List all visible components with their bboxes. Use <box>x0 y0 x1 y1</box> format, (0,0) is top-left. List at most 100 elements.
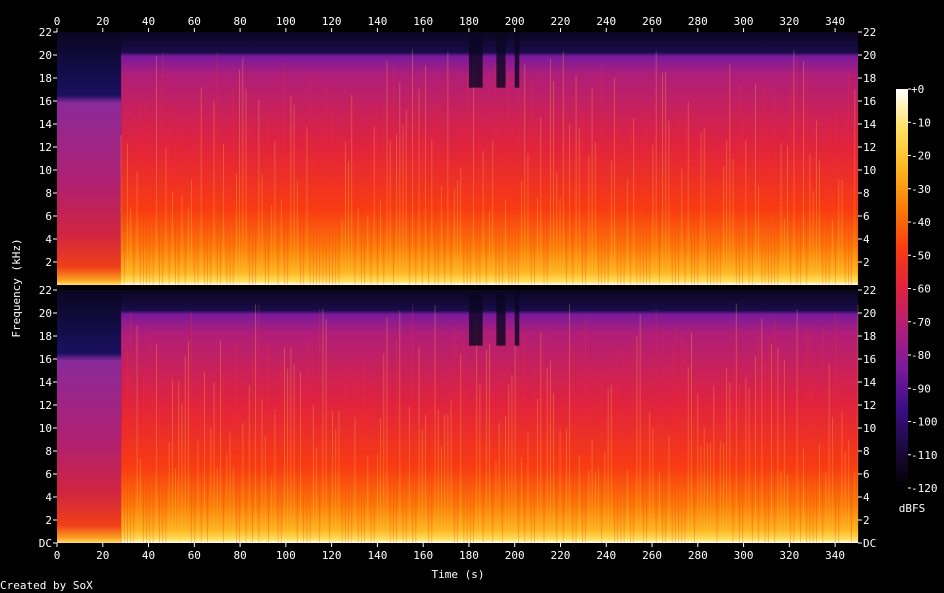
y-tick-label-right: 18 <box>863 330 876 343</box>
x-tick-label-bottom: 120 <box>322 549 342 562</box>
y-tick-label-left: 14 <box>39 118 53 131</box>
y-tick-label-left: 6 <box>45 210 52 223</box>
x-tick-label-bottom: 200 <box>505 549 525 562</box>
colorbar-tick-label: +0 <box>911 83 924 96</box>
x-tick-label-top: 320 <box>779 15 799 28</box>
spectral-texture <box>120 49 859 285</box>
x-tick-label-bottom: 20 <box>96 549 109 562</box>
y-tick-label-left: 4 <box>45 491 52 504</box>
y-tick-label-left: 8 <box>45 187 52 200</box>
y-tick-label-right: 8 <box>863 445 870 458</box>
colorbar-tick-label: -60 <box>911 283 931 296</box>
y-tick-label-right: 22 <box>863 26 876 39</box>
x-tick-label-bottom: 280 <box>688 549 708 562</box>
x-tick-label-top: 180 <box>459 15 479 28</box>
colorbar-tick-label: -80 <box>911 349 931 362</box>
x-tick-label-top: 340 <box>825 15 845 28</box>
x-tick-label-bottom: 220 <box>551 549 571 562</box>
y-tick-label-left: 18 <box>39 72 52 85</box>
segment-0-channel-1 <box>57 32 122 285</box>
x-tick-label-top: 40 <box>142 15 155 28</box>
x-tick-label-bottom: 340 <box>825 549 845 562</box>
y-tick-label-right: 6 <box>863 468 870 481</box>
x-tick-label-top: 120 <box>322 15 342 28</box>
x-tick-label-top: 160 <box>413 15 433 28</box>
y-tick-label-left: 2 <box>45 514 52 527</box>
y-axis-label: Frequency (kHz) <box>10 238 23 337</box>
x-tick-label-bottom: 320 <box>779 549 799 562</box>
x-tick-label-top: 240 <box>596 15 616 28</box>
y-tick-label-left: 10 <box>39 164 52 177</box>
channel-2-spectrogram <box>57 290 859 543</box>
channel-1-spectrogram <box>57 32 859 285</box>
y-tick-label-left: 18 <box>39 330 52 343</box>
x-tick-label-bottom: 300 <box>734 549 754 562</box>
y-tick-label-left: 8 <box>45 445 52 458</box>
colorbar-tick-label: -90 <box>911 382 931 395</box>
x-tick-label-top: 80 <box>233 15 246 28</box>
x-tick-label-top: 300 <box>734 15 754 28</box>
segment-0-channel-2 <box>57 290 122 543</box>
y-tick-label-right: 2 <box>863 256 870 269</box>
colorbar-label: dBFS <box>899 502 926 515</box>
y-tick-label-left: 6 <box>45 468 52 481</box>
y-tick-label-right: 10 <box>863 164 876 177</box>
x-tick-label-top: 100 <box>276 15 296 28</box>
y-tick-label-right: 14 <box>863 376 877 389</box>
spectrogram-plots <box>57 32 859 543</box>
colorbar-tick-label: -40 <box>911 216 931 229</box>
y-tick-label-left: 12 <box>39 399 52 412</box>
colorbar-tick-label: -70 <box>911 316 931 329</box>
x-tick-label-bottom: 260 <box>642 549 662 562</box>
colorbar-tick-label: -50 <box>911 249 931 262</box>
x-tick-label-top: 280 <box>688 15 708 28</box>
y-tick-label-left: 16 <box>39 353 52 366</box>
x-tick-label-top: 20 <box>96 15 109 28</box>
y-tick-label-left: 2 <box>45 256 52 269</box>
segment-1-channel-1 <box>121 32 858 285</box>
y-tick-label-right: 10 <box>863 422 876 435</box>
y-tick-label-right: 12 <box>863 141 876 154</box>
y-tick-label-right: 14 <box>863 118 877 131</box>
x-tick-label-top: 0 <box>54 15 61 28</box>
spectral-texture <box>120 303 859 543</box>
colorbar-tick-label: -100 <box>911 416 938 429</box>
sox-credit: Created by SoX <box>0 579 93 592</box>
y-tick-label-right: 18 <box>863 72 876 85</box>
y-tick-label-right: 16 <box>863 353 876 366</box>
x-tick-label-bottom: 60 <box>188 549 201 562</box>
y-tick-label-right: 8 <box>863 187 870 200</box>
y-tick-label-left: 16 <box>39 95 52 108</box>
y-tick-label-right: DC <box>863 537 876 550</box>
x-tick-label-top: 200 <box>505 15 525 28</box>
colorbar-tick-label: -20 <box>911 150 931 163</box>
colorbar-tick-label: -10 <box>911 116 931 129</box>
y-tick-label-right: 20 <box>863 307 876 320</box>
x-tick-label-top: 140 <box>367 15 387 28</box>
x-tick-label-bottom: 100 <box>276 549 296 562</box>
y-tick-label-left: 10 <box>39 422 52 435</box>
y-tick-label-right: 2 <box>863 514 870 527</box>
y-tick-label-right: 6 <box>863 210 870 223</box>
x-tick-label-bottom: 180 <box>459 549 479 562</box>
y-tick-label-right: 20 <box>863 49 876 62</box>
x-tick-label-bottom: 240 <box>596 549 616 562</box>
y-tick-label-right: 4 <box>863 491 870 504</box>
axes: 0 0 20 20 40 40 60 60 80 80 100 100 120 120 140 140 160 1… <box>39 15 877 562</box>
y-tick-label-right: 4 <box>863 233 870 246</box>
x-axis-label: Time (s) <box>432 568 485 581</box>
y-tick-label-left: 22 <box>39 26 52 39</box>
y-tick-label-left: 20 <box>39 307 52 320</box>
x-tick-label-bottom: 160 <box>413 549 433 562</box>
colorbar-scale <box>896 89 908 488</box>
y-tick-label-left: 4 <box>45 233 52 246</box>
y-tick-label-left: DC <box>39 537 52 550</box>
y-tick-label-right: 22 <box>863 284 876 297</box>
colorbar-tick-label: -120 <box>911 482 938 495</box>
colorbar-tick-label: -110 <box>911 449 938 462</box>
x-tick-label-top: 220 <box>551 15 571 28</box>
x-tick-label-bottom: 140 <box>367 549 387 562</box>
x-tick-label-bottom: 80 <box>233 549 246 562</box>
y-tick-label-left: 14 <box>39 376 53 389</box>
